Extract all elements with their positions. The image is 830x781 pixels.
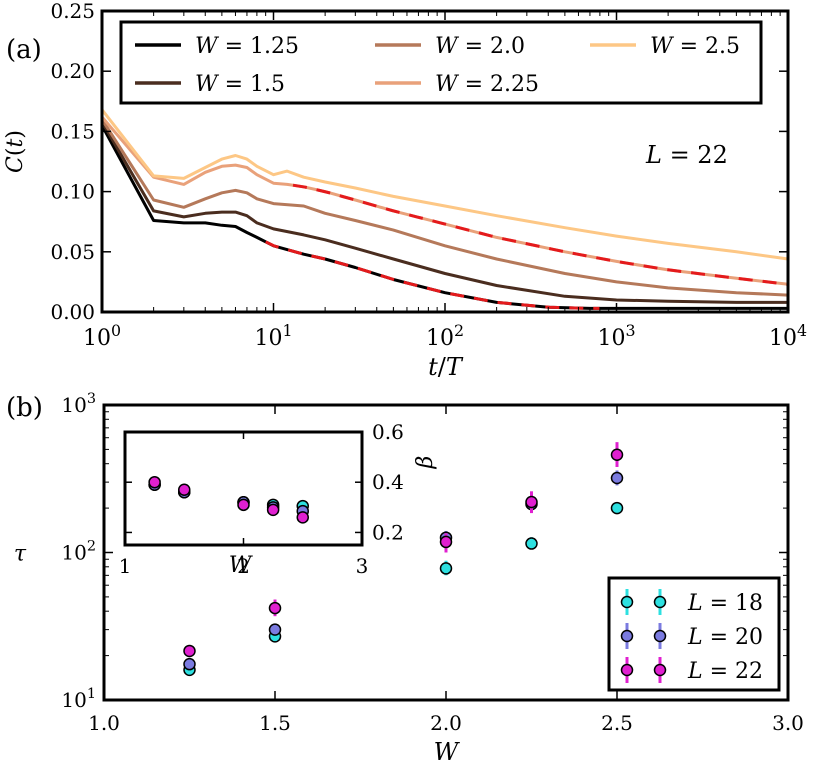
legend-marker	[620, 629, 634, 643]
data-point	[183, 644, 196, 658]
inset-data-point	[237, 498, 250, 512]
panel-b-axes: 1.0 1.5 2.0 2.5 3.0 101 102 103 Wτ	[14, 391, 804, 766]
inset-x-axis-label: W	[229, 553, 254, 578]
legend-box	[607, 576, 781, 692]
legend-label: W = 2.5	[650, 34, 740, 59]
panel-label-a: (a)	[6, 35, 42, 65]
data-point	[610, 471, 624, 485]
x-axis-label: t/T	[428, 353, 464, 381]
legend-marker	[653, 629, 667, 643]
x-tick-label-1: 101	[254, 321, 292, 351]
y-tick-label-5: 0.25	[50, 0, 95, 23]
legend-label: L = 22	[687, 659, 763, 684]
x-tick-label-0: 1.0	[88, 711, 120, 735]
legend-marker	[653, 663, 667, 677]
x-axis-label: W	[434, 738, 461, 766]
data-point	[610, 501, 624, 515]
x-tick-label-0: 100	[83, 321, 121, 351]
panel-a-axes: 100 101 102 103 104 0.00 0.05 0.10 0.15 0.20 0.25 t…	[3, 0, 807, 381]
series-line-1.5	[100, 121, 788, 304]
fit-line-1.25	[265, 240, 600, 310]
x-tick-label-4: 104	[769, 321, 807, 351]
y-tick-label-0: 0.00	[50, 300, 95, 324]
series-line-1.25	[100, 124, 788, 310]
data-point	[268, 623, 282, 636]
annotation-L22: L = 22	[645, 141, 728, 169]
data-point	[439, 535, 453, 549]
x-tick-label-2: 102	[426, 321, 464, 351]
inset-y-tick-label: 0.2	[372, 520, 404, 544]
panel-a-legend: W = 1.25 W = 1.5 W = 2.0 W = 2.25 W = 2.5	[119, 20, 763, 105]
series-line-2.5	[100, 108, 789, 261]
series-line-2.0	[100, 118, 789, 297]
inset-x-tick-label: 1	[119, 554, 132, 578]
x-tick-label-4: 3.0	[772, 711, 804, 735]
y-axis-label: C(t)	[3, 130, 28, 173]
legend-box	[119, 20, 763, 105]
legend-label: W = 1.25	[195, 34, 299, 59]
inset-y-tick-label: 0.6	[372, 420, 404, 444]
inset-x-tick-label: 2	[237, 554, 250, 578]
data-point	[439, 562, 453, 575]
legend-marker	[653, 595, 667, 609]
y-tick-label-1: 0.05	[50, 240, 95, 264]
legend-marker	[620, 663, 634, 677]
data-point	[610, 448, 624, 461]
panel-a-chart: 100 101 102 103 104 0.00 0.05 0.10 0.15 0.20 0.25 t…	[3, 0, 807, 381]
y-tick-label-3: 0.15	[50, 119, 95, 143]
inset-data-point	[296, 511, 309, 524]
data-point	[525, 537, 538, 550]
data-point	[525, 495, 538, 509]
y-tick-label-0: 101	[61, 686, 96, 712]
inset-x-tick-label: 3	[356, 554, 369, 578]
inset-data-point	[178, 483, 191, 497]
panel-b-chart: 1.0 1.5 2.0 2.5 3.0 101 102 103 Wτ 1 2 30.2 0.4 0.6 W…	[14, 391, 804, 766]
y-tick-label-4: 0.20	[50, 59, 95, 83]
panel-label-b: (b)	[6, 393, 43, 423]
legend-label: W = 2.25	[435, 72, 539, 97]
x-tick-label-3: 103	[597, 321, 635, 351]
legend-label: L = 20	[687, 625, 763, 650]
inset-frame	[123, 430, 364, 547]
inset-data-point	[148, 475, 161, 489]
x-tick-label-3: 2.5	[601, 711, 633, 735]
x-tick-label-2: 2.0	[430, 711, 462, 735]
legend-label: W = 1.5	[195, 72, 285, 97]
y-axis-label: τ	[14, 542, 27, 567]
fit-line-2.25	[292, 183, 789, 286]
legend-marker	[620, 595, 634, 609]
y-tick-label-1: 102	[61, 539, 96, 565]
legend-label: W = 2.0	[435, 34, 525, 59]
panel-b-legend: L = 18 L = 20 L = 22	[607, 576, 781, 692]
x-tick-label-1: 1.5	[259, 711, 291, 735]
data-point	[268, 601, 282, 615]
panel-a-plot-area	[100, 108, 789, 310]
legend-label: L = 18	[687, 591, 763, 616]
inset-y-axis-label: β	[413, 456, 438, 470]
data-point	[183, 657, 196, 671]
inset-y-tick-label: 0.4	[372, 470, 404, 494]
y-tick-label-2: 103	[61, 391, 96, 417]
inset-data-point	[266, 503, 280, 517]
y-tick-label-2: 0.10	[50, 180, 95, 204]
panel-b-inset: 1 2 30.2 0.4 0.6 Wβ	[119, 420, 438, 578]
panel-b-plot-area	[183, 442, 624, 677]
